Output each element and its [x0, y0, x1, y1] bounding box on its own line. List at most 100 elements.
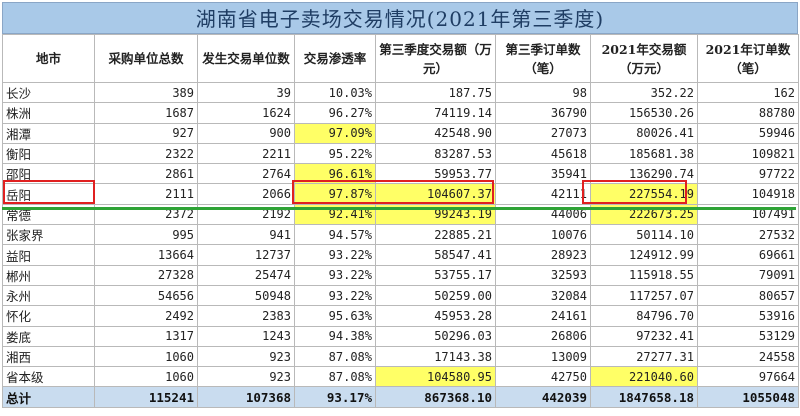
data-cell[interactable]: 26806 — [495, 325, 591, 347]
data-cell[interactable]: 923 — [197, 345, 295, 368]
data-cell[interactable]: 50296.03 — [375, 325, 496, 347]
data-cell[interactable]: 927 — [94, 122, 198, 144]
data-cell[interactable]: 900 — [197, 122, 295, 144]
data-cell[interactable]: 93.22% — [294, 244, 376, 266]
data-cell[interactable]: 185681.38 — [590, 142, 698, 165]
column-header[interactable]: 第三季度交易额（万元） — [375, 34, 496, 83]
city-cell[interactable]: 株洲 — [2, 102, 95, 124]
data-cell[interactable]: 97.09% — [294, 122, 376, 144]
data-cell[interactable]: 79091 — [697, 264, 799, 286]
data-cell[interactable]: 1060 — [94, 345, 198, 368]
city-cell[interactable]: 娄底 — [2, 325, 95, 347]
data-cell[interactable]: 59946 — [697, 122, 799, 144]
city-cell[interactable]: 湘潭 — [2, 122, 95, 144]
total-cell[interactable]: 442039 — [495, 386, 591, 408]
data-cell[interactable]: 88780 — [697, 102, 799, 124]
data-cell[interactable]: 187.75 — [375, 81, 496, 104]
data-cell[interactable]: 87.08% — [294, 366, 376, 388]
data-cell[interactable]: 69661 — [697, 244, 799, 266]
data-cell[interactable]: 1687 — [94, 102, 198, 124]
data-cell[interactable]: 54656 — [94, 284, 198, 307]
data-cell[interactable]: 221040.60 — [590, 366, 698, 388]
column-header[interactable]: 交易渗透率 — [294, 34, 376, 83]
data-cell[interactable]: 923 — [197, 366, 295, 388]
data-cell[interactable]: 2492 — [94, 305, 198, 327]
data-cell[interactable]: 104580.95 — [375, 366, 496, 388]
data-cell[interactable]: 2111 — [94, 183, 198, 205]
data-cell[interactable]: 2764 — [197, 163, 295, 185]
data-cell[interactable]: 2383 — [197, 305, 295, 327]
data-cell[interactable]: 2322 — [94, 142, 198, 165]
data-cell[interactable]: 2211 — [197, 142, 295, 165]
data-cell[interactable]: 97664 — [697, 366, 799, 388]
city-cell[interactable]: 衡阳 — [2, 142, 95, 165]
data-cell[interactable]: 97722 — [697, 163, 799, 185]
data-cell[interactable]: 45953.28 — [375, 305, 496, 327]
city-cell[interactable]: 郴州 — [2, 264, 95, 286]
city-cell[interactable]: 岳阳 — [2, 183, 95, 205]
data-cell[interactable]: 87.08% — [294, 345, 376, 368]
column-header[interactable]: 采购单位总数 — [94, 34, 198, 83]
city-cell[interactable]: 省本级 — [2, 366, 95, 388]
data-cell[interactable]: 136290.74 — [590, 163, 698, 185]
data-cell[interactable]: 53755.17 — [375, 264, 496, 286]
data-cell[interactable]: 32084 — [495, 284, 591, 307]
data-cell[interactable]: 27532 — [697, 224, 799, 246]
data-cell[interactable]: 84796.70 — [590, 305, 698, 327]
data-cell[interactable]: 96.61% — [294, 163, 376, 185]
data-cell[interactable]: 93.22% — [294, 264, 376, 286]
data-cell[interactable]: 28923 — [495, 244, 591, 266]
data-cell[interactable]: 35941 — [495, 163, 591, 185]
data-cell[interactable]: 36790 — [495, 102, 591, 124]
data-cell[interactable]: 39 — [197, 81, 295, 104]
data-cell[interactable]: 97232.41 — [590, 325, 698, 347]
data-cell[interactable]: 32593 — [495, 264, 591, 286]
data-cell[interactable]: 98 — [495, 81, 591, 104]
data-cell[interactable]: 17143.38 — [375, 345, 496, 368]
data-cell[interactable]: 58547.41 — [375, 244, 496, 266]
data-cell[interactable]: 42111 — [495, 183, 591, 205]
data-cell[interactable]: 115918.55 — [590, 264, 698, 286]
city-cell[interactable]: 张家界 — [2, 224, 95, 246]
data-cell[interactable]: 27277.31 — [590, 345, 698, 368]
data-cell[interactable]: 74119.14 — [375, 102, 496, 124]
data-cell[interactable]: 227554.19 — [590, 183, 698, 205]
data-cell[interactable]: 156530.26 — [590, 102, 698, 124]
data-cell[interactable]: 162 — [697, 81, 799, 104]
total-cell[interactable]: 1847658.18 — [590, 386, 698, 408]
column-header[interactable]: 地市 — [2, 34, 95, 83]
total-cell[interactable]: 107368 — [197, 386, 295, 408]
data-cell[interactable]: 95.22% — [294, 142, 376, 165]
data-cell[interactable]: 1317 — [94, 325, 198, 347]
data-cell[interactable]: 24558 — [697, 345, 799, 368]
data-cell[interactable]: 80657 — [697, 284, 799, 307]
total-label[interactable]: 总计 — [2, 386, 95, 408]
data-cell[interactable]: 1243 — [197, 325, 295, 347]
column-header[interactable]: 发生交易单位数 — [197, 34, 295, 83]
column-header[interactable]: 2021年订单数（笔） — [697, 34, 799, 83]
city-cell[interactable]: 怀化 — [2, 305, 95, 327]
data-cell[interactable]: 94.38% — [294, 325, 376, 347]
data-cell[interactable]: 2861 — [94, 163, 198, 185]
data-cell[interactable]: 96.27% — [294, 102, 376, 124]
data-cell[interactable]: 1624 — [197, 102, 295, 124]
data-cell[interactable]: 97.87% — [294, 183, 376, 205]
data-cell[interactable]: 50948 — [197, 284, 295, 307]
data-cell[interactable]: 10076 — [495, 224, 591, 246]
data-cell[interactable]: 24161 — [495, 305, 591, 327]
data-cell[interactable]: 53916 — [697, 305, 799, 327]
total-cell[interactable]: 1055048 — [697, 386, 799, 408]
data-cell[interactable]: 352.22 — [590, 81, 698, 104]
data-cell[interactable]: 95.63% — [294, 305, 376, 327]
city-cell[interactable]: 湘西 — [2, 345, 95, 368]
data-cell[interactable]: 27328 — [94, 264, 198, 286]
data-cell[interactable]: 104607.37 — [375, 183, 496, 205]
data-cell[interactable]: 80026.41 — [590, 122, 698, 144]
data-cell[interactable]: 50259.00 — [375, 284, 496, 307]
data-cell[interactable]: 389 — [94, 81, 198, 104]
data-cell[interactable]: 109821 — [697, 142, 799, 165]
data-cell[interactable]: 22885.21 — [375, 224, 496, 246]
city-cell[interactable]: 永州 — [2, 284, 95, 307]
data-cell[interactable]: 45618 — [495, 142, 591, 165]
data-cell[interactable]: 941 — [197, 224, 295, 246]
